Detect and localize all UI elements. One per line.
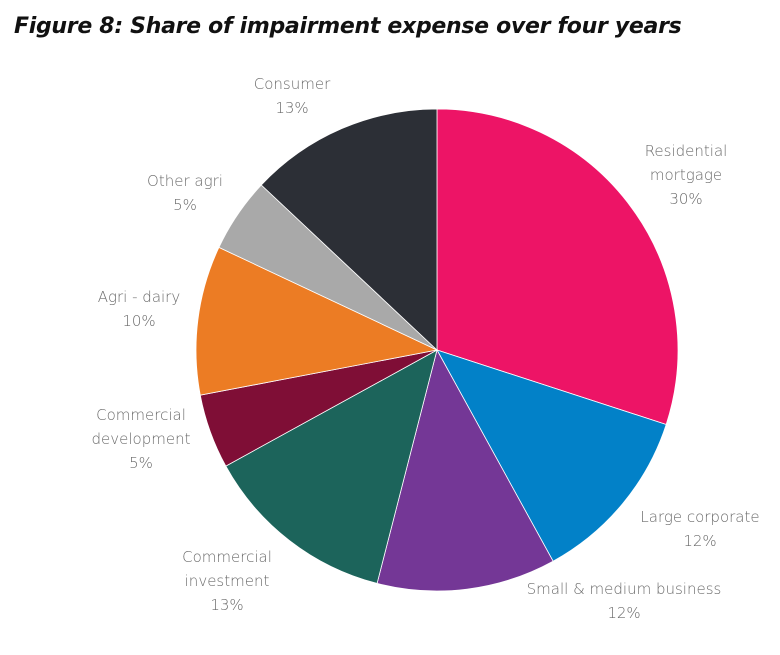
slice-name-label: development	[92, 430, 191, 448]
slice-name-label: Small & medium business	[527, 580, 722, 598]
slice-value-label: 13%	[210, 596, 243, 614]
slice-name-label: investment	[185, 572, 270, 590]
slice-labels: Residential mortgage 30% Large corporate 12%…	[92, 75, 760, 622]
chart-title: Figure 8: Share of impairment expense ov…	[14, 14, 682, 39]
slice-value-label: 12%	[607, 604, 640, 622]
slice-label: Commercial investment 13%	[182, 548, 272, 614]
slice-name-label: Consumer	[254, 75, 331, 93]
slice-name-label: Agri - dairy	[98, 288, 181, 306]
slice-value-label: 5%	[129, 454, 153, 472]
pie-slice-residential-mortgage	[436, 108, 679, 425]
slice-value-label: 10%	[122, 312, 155, 330]
slice-value-label: 12%	[683, 532, 716, 550]
pie-slice-consumer	[260, 108, 438, 351]
slice-label: Other agri 5%	[147, 172, 223, 214]
slice-name-label: Commercial	[182, 548, 272, 566]
slice-name-label: Residential	[645, 142, 728, 160]
pie-slice-agri-dairy	[195, 246, 439, 396]
slice-name-label: Commercial	[96, 406, 186, 424]
slice-label: Large corporate 12%	[640, 508, 759, 550]
pie-slice-commercial-investment	[225, 349, 438, 584]
slice-label: Commercial development 5%	[92, 406, 191, 472]
slice-label: Agri - dairy 10%	[98, 288, 181, 330]
slice-label: Small & medium business 12%	[527, 580, 722, 622]
slice-name-label: Other agri	[147, 172, 223, 190]
pie-slice-large-corporate	[436, 349, 667, 562]
pie-slices	[195, 108, 679, 592]
slice-name-label: Large corporate	[640, 508, 759, 526]
pie-slice-small-medium-business	[376, 348, 554, 592]
slice-label: Residential mortgage 30%	[645, 142, 728, 208]
slice-value-label: 13%	[275, 99, 308, 117]
slice-label: Consumer 13%	[254, 75, 331, 117]
slice-value-label: 30%	[669, 190, 702, 208]
slice-name-label: mortgage	[650, 166, 722, 184]
slice-value-label: 5%	[173, 196, 197, 214]
